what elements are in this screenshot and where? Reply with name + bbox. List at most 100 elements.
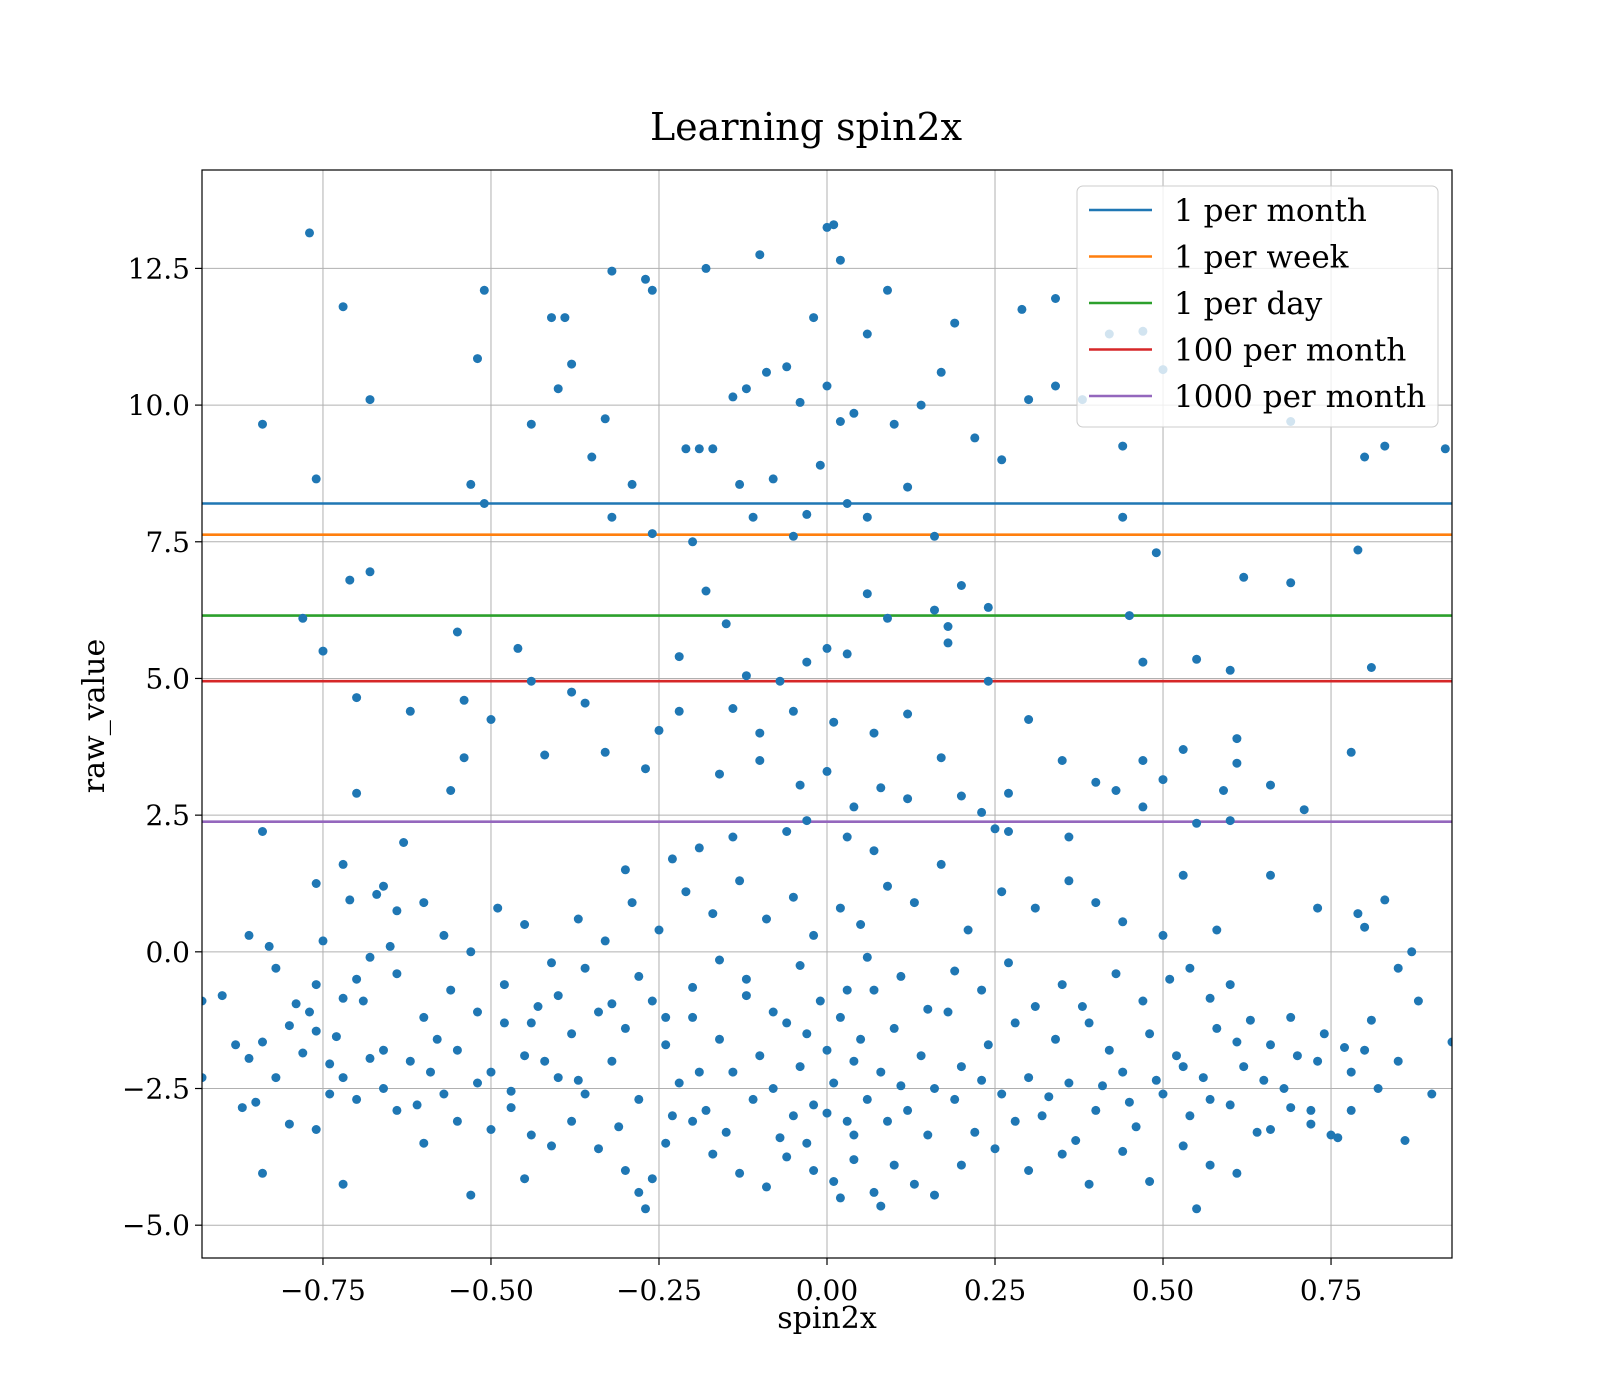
scatter-point bbox=[1192, 818, 1202, 828]
scatter-point bbox=[1158, 930, 1168, 940]
scatter-point bbox=[325, 1059, 335, 1069]
scatter-point bbox=[1118, 917, 1128, 927]
scatter-point bbox=[345, 895, 355, 905]
scatter-point bbox=[452, 627, 462, 637]
scatter-point bbox=[661, 1040, 671, 1050]
scatter-point bbox=[654, 725, 664, 735]
legend-label: 1 per week bbox=[1174, 240, 1349, 276]
scatter-point bbox=[607, 1056, 617, 1066]
scatter-point bbox=[1225, 1100, 1235, 1110]
scatter-point bbox=[654, 925, 664, 935]
scatter-point bbox=[849, 1130, 859, 1140]
scatter-point bbox=[842, 832, 852, 842]
scatter-point bbox=[1077, 1002, 1087, 1011]
scatter-point bbox=[688, 1116, 698, 1126]
scatter-point bbox=[627, 898, 637, 908]
legend-box bbox=[1076, 185, 1439, 428]
scatter-point bbox=[768, 1084, 778, 1093]
scatter-point bbox=[768, 474, 778, 484]
x-tick-label: −0.25 bbox=[616, 1274, 702, 1307]
scatter-point bbox=[755, 728, 765, 738]
scatter-point bbox=[681, 887, 691, 897]
scatter-point bbox=[479, 285, 489, 295]
scatter-point bbox=[876, 1067, 886, 1077]
scatter-point bbox=[1138, 756, 1148, 765]
y-tick-label: 10.0 bbox=[128, 389, 190, 422]
scatter-point bbox=[311, 879, 321, 888]
scatter-point bbox=[1205, 1094, 1215, 1104]
scatter-point bbox=[667, 854, 677, 864]
scatter-point bbox=[379, 1084, 388, 1093]
scatter-point bbox=[1407, 947, 1417, 957]
scatter-point bbox=[1299, 805, 1309, 815]
scatter-point bbox=[284, 1021, 294, 1031]
scatter-point bbox=[573, 914, 583, 924]
scatter-point bbox=[1017, 304, 1027, 314]
scatter-point bbox=[399, 838, 409, 847]
scatter-point bbox=[795, 1062, 805, 1072]
scatter-point bbox=[762, 1182, 771, 1192]
scatter-point bbox=[473, 354, 482, 364]
scatter-point bbox=[271, 1073, 281, 1083]
scatter-point bbox=[1232, 1037, 1242, 1047]
scatter-point bbox=[1111, 969, 1121, 979]
scatter-point bbox=[412, 1100, 422, 1110]
scatter-point bbox=[883, 285, 892, 295]
scatter-point bbox=[1326, 1130, 1336, 1140]
scatter-point bbox=[842, 649, 852, 659]
scatter-point bbox=[1051, 381, 1060, 391]
scatter-point bbox=[708, 1149, 718, 1159]
scatter-point bbox=[305, 1007, 314, 1017]
scatter-point bbox=[526, 1018, 536, 1028]
scatter-point bbox=[956, 581, 966, 590]
scatter-point bbox=[1232, 758, 1242, 768]
scatter-point bbox=[1024, 395, 1034, 405]
scatter-point bbox=[1158, 775, 1168, 785]
scatter-point bbox=[1192, 1204, 1202, 1214]
scatter-point bbox=[291, 999, 301, 1009]
scatter-point bbox=[916, 1051, 926, 1061]
scatter-point bbox=[641, 274, 650, 284]
y-tick-label: 0.0 bbox=[145, 936, 190, 969]
scatter-point bbox=[1178, 745, 1188, 754]
scatter-point bbox=[1071, 1136, 1081, 1145]
scatter-point bbox=[298, 613, 308, 623]
scatter-point bbox=[674, 706, 684, 716]
scatter-point bbox=[520, 920, 530, 929]
scatter-point bbox=[607, 999, 617, 1009]
scatter-point bbox=[311, 474, 321, 484]
scatter-point bbox=[385, 941, 395, 951]
scatter-point bbox=[963, 925, 973, 935]
scatter-point bbox=[1165, 974, 1175, 984]
scatter-point bbox=[634, 1187, 644, 1197]
scatter-point bbox=[614, 1122, 624, 1132]
scatter-point bbox=[1225, 816, 1235, 826]
scatter-point bbox=[782, 1018, 792, 1028]
scatter-point bbox=[694, 1067, 704, 1077]
scatter-point bbox=[479, 499, 489, 508]
scatter-point bbox=[829, 1078, 839, 1088]
scatter-point bbox=[1340, 1043, 1349, 1052]
scatter-point bbox=[977, 807, 987, 817]
scatter-point bbox=[715, 1034, 724, 1044]
scatter-point bbox=[701, 1105, 711, 1115]
legend-label: 1000 per month bbox=[1174, 379, 1426, 415]
scatter-point bbox=[1178, 1141, 1188, 1151]
reference-lines bbox=[202, 502, 1452, 824]
scatter-point bbox=[1064, 832, 1074, 842]
scatter-point bbox=[641, 1204, 650, 1214]
scatter-point bbox=[930, 1190, 939, 1200]
scatter-point bbox=[1185, 1111, 1195, 1121]
scatter-point bbox=[1225, 980, 1235, 990]
scatter-point bbox=[533, 1002, 543, 1011]
scatter-point bbox=[983, 602, 993, 612]
scatter-point bbox=[466, 947, 476, 957]
scatter-point bbox=[1413, 996, 1423, 1006]
scatter-point bbox=[1292, 1051, 1302, 1061]
scatter-point bbox=[983, 1040, 993, 1050]
scatter-point bbox=[1118, 1067, 1128, 1077]
x-axis-label: spin2x bbox=[777, 1301, 877, 1336]
scatter-point bbox=[379, 881, 388, 891]
scatter-point bbox=[258, 827, 267, 836]
scatter-point bbox=[661, 1012, 671, 1022]
